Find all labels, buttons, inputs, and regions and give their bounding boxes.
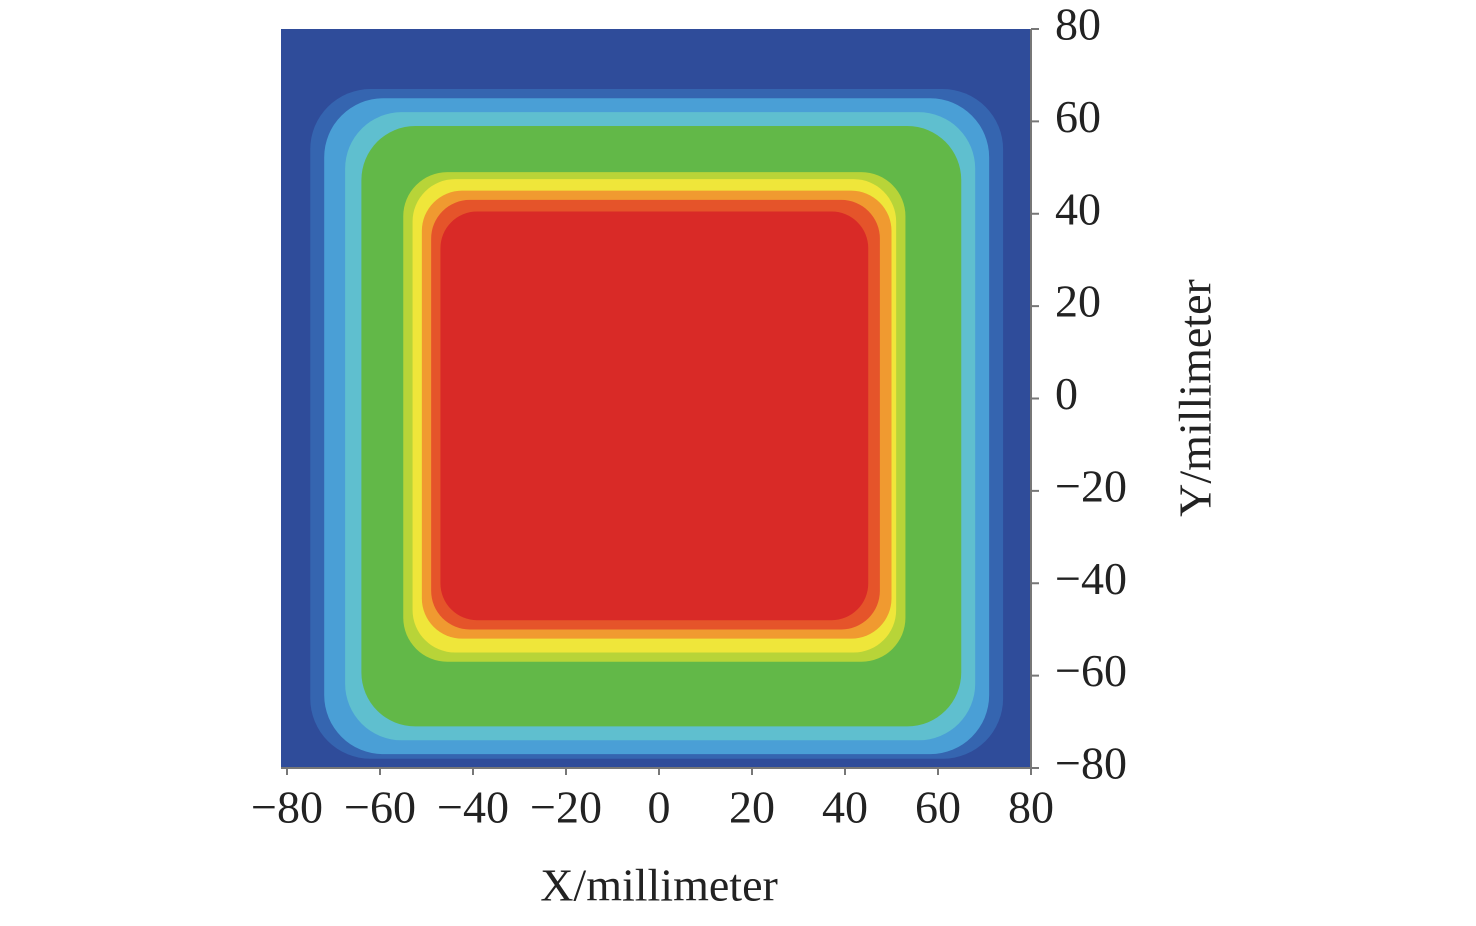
y-tick-label: 0 [1055, 368, 1078, 419]
x-tick-label: 80 [1008, 782, 1054, 833]
y-axis-title: Y/millimeter [1170, 279, 1221, 517]
x-tick-label: 20 [729, 782, 775, 833]
contour-band [440, 211, 869, 621]
x-tick-label: −20 [530, 782, 602, 833]
x-axis-title: X/millimeter [540, 860, 778, 911]
y-tick-label: 20 [1055, 276, 1101, 327]
x-tick-label: 60 [915, 782, 961, 833]
x-tick-label: 40 [822, 782, 868, 833]
y-tick-label: −60 [1055, 645, 1127, 696]
x-tick-label: 0 [648, 782, 671, 833]
y-tick-label: 40 [1055, 183, 1101, 234]
x-tick-label: −60 [344, 782, 416, 833]
y-tick-label: 60 [1055, 91, 1101, 142]
y-tick-label: −80 [1055, 738, 1127, 789]
y-tick-label: 80 [1055, 0, 1101, 50]
y-tick-label: −20 [1055, 460, 1127, 511]
y-tick-label: −40 [1055, 553, 1127, 604]
x-tick-label: −80 [251, 782, 323, 833]
x-tick-label: −40 [437, 782, 509, 833]
